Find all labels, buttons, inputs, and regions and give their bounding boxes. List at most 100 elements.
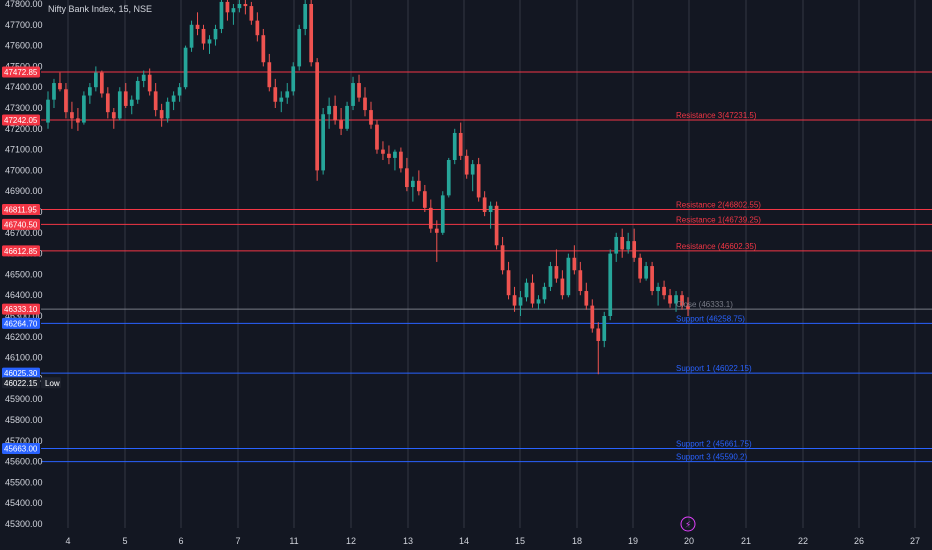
support-badge-text: 46264.70 — [4, 319, 38, 328]
chart-title: Nifty Bank Index, 15, NSE — [48, 4, 152, 14]
x-tick-label: 18 — [572, 536, 582, 546]
candle-body — [494, 205, 499, 246]
y-tick-label: 47400.00 — [5, 82, 43, 92]
candle-body — [303, 4, 308, 29]
candle-body — [506, 270, 511, 296]
candle-body — [315, 62, 320, 171]
vertical-gridlines — [67, 0, 916, 528]
candle-body — [231, 8, 236, 13]
level-labels: Resistance 3(47231.5) Resistance 2(46802.… — [676, 111, 761, 462]
candle-body — [327, 105, 331, 115]
x-tick-label: 22 — [798, 536, 808, 546]
price-badges: 47472.85 47242.05 46811.95 46740.50 46612.85… — [2, 66, 61, 454]
support-label: Support 3 (45590.2) — [676, 453, 747, 462]
support-badge-text: 45663.00 — [4, 444, 38, 453]
support-badge-text: 46025.30 — [4, 369, 38, 378]
resistance-badge-text: 47242.05 — [4, 116, 38, 125]
candle-body — [105, 93, 110, 113]
candle-body — [452, 132, 457, 160]
resistance-badge — [2, 245, 40, 257]
y-tick-label: 46400.00 — [5, 290, 43, 300]
candle-body — [614, 236, 619, 254]
candle-body — [93, 72, 98, 88]
lightning-icon[interactable]: ⚡ — [680, 516, 696, 532]
candle-body — [387, 153, 391, 158]
candle-body — [500, 245, 505, 271]
lightning-glyph: ⚡ — [685, 521, 691, 531]
candle-body — [422, 191, 427, 208]
support-badge — [2, 367, 40, 379]
candle-body — [309, 4, 314, 63]
candle-body — [141, 74, 146, 81]
level-lines — [41, 71, 932, 463]
close-badge — [2, 303, 40, 315]
x-tick-label: 7 — [235, 536, 240, 546]
resistance-label: Resistance 1(46739.25) — [676, 215, 761, 224]
candle-body — [458, 132, 463, 156]
candle-body — [195, 24, 200, 29]
candle-body — [201, 28, 206, 44]
candle-body — [518, 297, 523, 306]
candle-body — [446, 160, 451, 196]
candle-body — [428, 207, 433, 229]
x-axis[interactable]: 4 5 6 7 11 12 13 14 15 18 19 20 21 22 26 27 — [65, 536, 920, 546]
x-tick-label: 12 — [346, 536, 356, 546]
resistance-badge-text: 47472.85 — [4, 68, 38, 77]
y-tick-label: 45600.00 — [5, 457, 43, 467]
candle-body — [345, 105, 349, 129]
candle-body — [357, 83, 361, 98]
x-tick-label: 4 — [65, 536, 70, 546]
candle-body — [82, 95, 86, 123]
y-tick-label: 46500.00 — [5, 269, 43, 279]
candle-body — [416, 180, 421, 192]
candle-body — [476, 164, 481, 198]
candle-body — [399, 151, 403, 169]
candle-body — [566, 257, 571, 296]
support-label: Support (46258.75) — [676, 314, 745, 323]
resistance-badge — [2, 218, 40, 230]
y-tick-label: 46900.00 — [5, 186, 43, 196]
candle-body — [638, 257, 643, 279]
support-badge — [2, 442, 40, 454]
resistance-badge — [2, 204, 40, 216]
candle-body — [464, 155, 469, 175]
candle-body — [321, 114, 325, 171]
candle-body — [656, 286, 660, 292]
candle-body — [291, 66, 296, 92]
candle-body — [674, 295, 678, 304]
x-tick-label: 5 — [122, 536, 127, 546]
resistance-badge — [2, 66, 40, 78]
resistance-badge-text: 46740.50 — [4, 220, 38, 229]
y-tick-label: 47500.00 — [5, 61, 43, 71]
candle-body — [153, 91, 158, 111]
resistance-badge-text: 46811.95 — [4, 206, 37, 215]
y-tick-label: 47200.00 — [5, 124, 43, 134]
candle-body — [297, 28, 302, 67]
candles — [46, 0, 690, 375]
support-label: Support 2 (45661.75) — [676, 439, 752, 448]
close-badge-text: 46333.10 — [4, 305, 38, 314]
candle-body — [620, 236, 625, 250]
candle-body — [470, 164, 475, 175]
y-tick-label: 45900.00 — [5, 394, 43, 404]
candle-body — [219, 1, 224, 29]
y-tick-label: 46700.00 — [5, 228, 43, 238]
candle-body — [530, 282, 535, 304]
candle-body — [434, 228, 439, 233]
candle-body — [267, 62, 272, 88]
candle-body — [381, 149, 385, 154]
x-tick-label: 6 — [178, 536, 183, 546]
x-tick-label: 13 — [403, 536, 413, 546]
low-badge-value: 46022.15 — [4, 379, 38, 388]
y-tick-label: 45300.00 — [5, 519, 43, 529]
x-tick-label: 21 — [741, 536, 751, 546]
candle-body — [333, 105, 337, 121]
candle-body — [584, 291, 589, 306]
candle-body — [393, 151, 397, 158]
x-tick-label: 26 — [854, 536, 864, 546]
candle-body — [560, 278, 565, 296]
candle-body — [70, 112, 74, 119]
candle-body — [351, 83, 355, 106]
